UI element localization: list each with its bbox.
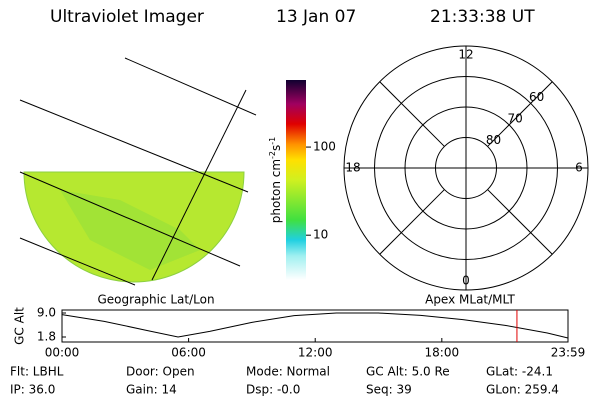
colorbar-tick-label: 100 bbox=[313, 140, 336, 154]
mlt-label: 18 bbox=[345, 161, 360, 175]
info-field: Flt: LBHL bbox=[10, 365, 64, 379]
info-field: GLat: -24.1 bbox=[486, 365, 553, 379]
y-tick-label: 9.0 bbox=[37, 306, 56, 320]
colorbar-tick-label: 10 bbox=[313, 228, 328, 242]
meridian bbox=[487, 81, 553, 147]
y-tick-label: 1.8 bbox=[37, 330, 56, 344]
info-field: Mode: Normal bbox=[246, 365, 330, 379]
colorbar-label: photon cm-2s-1 bbox=[268, 137, 283, 224]
x-tick-label: 23:59 bbox=[551, 346, 586, 360]
mlt-label: 12 bbox=[458, 48, 473, 62]
geo-caption: Geographic Lat/Lon bbox=[97, 293, 214, 307]
meridian bbox=[487, 189, 553, 255]
info-field: Seq: 39 bbox=[366, 383, 412, 397]
x-tick-label: 06:00 bbox=[171, 346, 206, 360]
date: 13 Jan 07 bbox=[276, 7, 356, 27]
x-tick-label: 12:00 bbox=[298, 346, 333, 360]
info-field: Door: Open bbox=[126, 365, 195, 379]
title: Ultraviolet Imager bbox=[50, 7, 204, 27]
time: 21:33:38 UT bbox=[430, 7, 535, 27]
info-field: IP: 36.0 bbox=[10, 383, 55, 397]
alt-ylabel: GC Alt bbox=[13, 307, 27, 345]
meridian bbox=[379, 189, 445, 255]
info-field: Dsp: -0.0 bbox=[246, 383, 300, 397]
x-tick-label: 18:00 bbox=[425, 346, 460, 360]
mlt-label: 0 bbox=[462, 274, 470, 288]
x-tick-label: 00:00 bbox=[45, 346, 80, 360]
colorbar bbox=[286, 80, 306, 280]
info-field: Gain: 14 bbox=[126, 383, 177, 397]
meridian bbox=[379, 81, 445, 147]
info-field: GC Alt: 5.0 Re bbox=[366, 365, 450, 379]
altitude-curve bbox=[61, 312, 569, 339]
mlt-label: 6 bbox=[575, 161, 583, 175]
geo-image bbox=[19, 57, 257, 286]
polar-caption: Apex MLat/MLT bbox=[425, 293, 515, 307]
info-field: GLon: 259.4 bbox=[486, 383, 559, 397]
